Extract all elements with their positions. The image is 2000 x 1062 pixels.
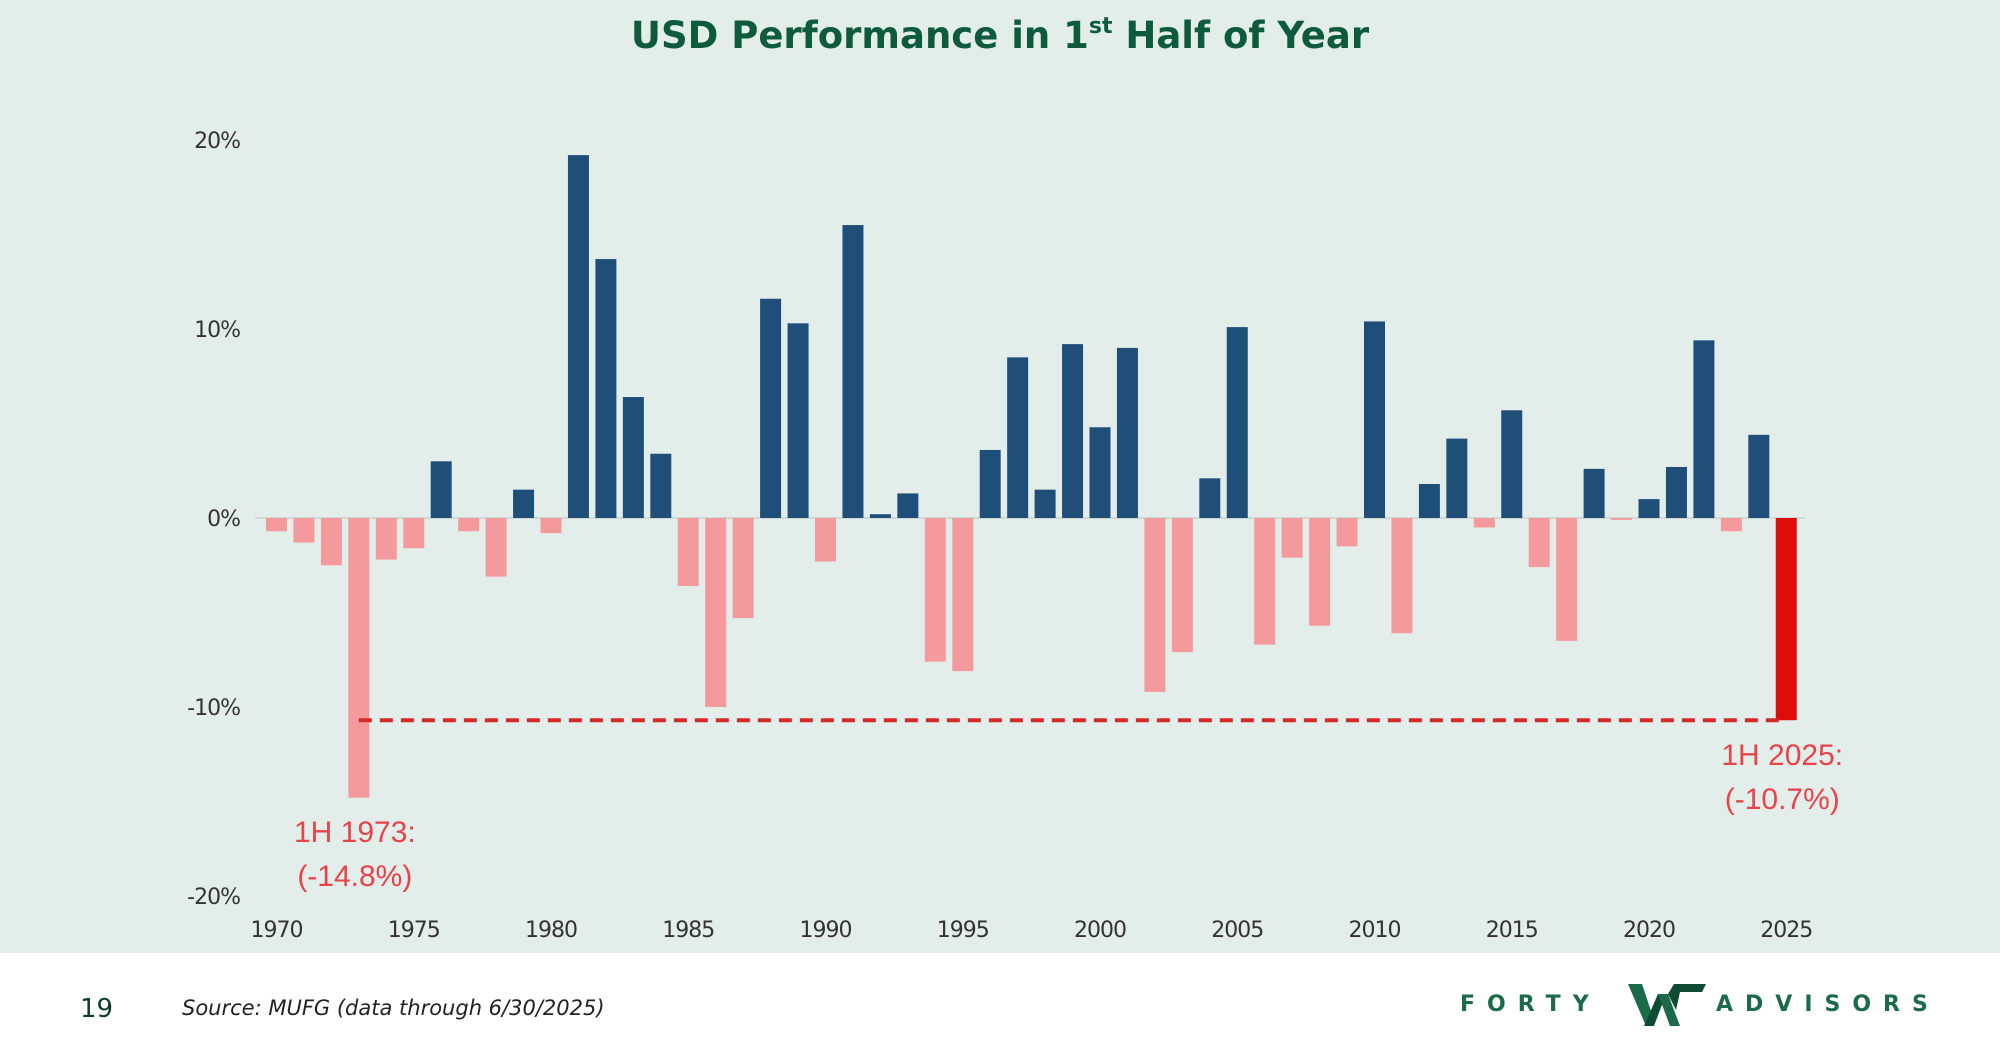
- bar-2014: [1473, 518, 1495, 528]
- bar-1987: [732, 518, 754, 619]
- x-tick-label: 1985: [662, 918, 714, 943]
- y-tick-label: 10%: [194, 318, 240, 343]
- x-tick-label: 1980: [525, 918, 577, 943]
- bar-1976: [430, 461, 452, 518]
- bar-2024: [1748, 434, 1770, 518]
- bar-2011: [1391, 518, 1413, 634]
- chart-title: USD Performance in 1st Half of Year: [0, 14, 2000, 57]
- bar-1980: [540, 518, 562, 534]
- bar-1999: [1062, 344, 1084, 518]
- bar-1995: [952, 518, 974, 672]
- bar-2023: [1720, 518, 1742, 532]
- bar-1971: [293, 518, 315, 543]
- bar-1996: [979, 449, 1001, 518]
- bar-chart: 20% 10% 0% -10% -20% 1970 1975 1980 1985 1990 1995…: [187, 129, 1843, 943]
- bar-1998: [1034, 489, 1056, 518]
- x-tick-label: 1995: [937, 918, 989, 943]
- annotation-2025-value: (-10.7%): [1725, 783, 1840, 816]
- bar-2012: [1418, 483, 1440, 518]
- annotation-2025-label: 1H 2025:: [1721, 739, 1843, 772]
- bar-2001: [1116, 347, 1138, 518]
- logo-word-advisors: ADVISORS: [1716, 992, 1940, 1017]
- bar-1985: [677, 518, 699, 587]
- x-tick-label: 2005: [1211, 918, 1263, 943]
- title-superscript: st: [1088, 14, 1113, 39]
- bar-1988: [760, 298, 782, 518]
- bar-1983: [622, 397, 644, 518]
- bar-2019: [1611, 518, 1633, 520]
- y-tick-label: -10%: [187, 696, 240, 721]
- bar-1981: [567, 155, 589, 518]
- bar-2013: [1446, 438, 1468, 518]
- bar-1991: [842, 225, 864, 519]
- bar-1979: [513, 489, 535, 518]
- bar-2016: [1528, 518, 1550, 568]
- bar-2017: [1556, 518, 1578, 641]
- bar-1977: [458, 518, 480, 532]
- bar-1975: [403, 518, 425, 549]
- x-tick-label: 2000: [1074, 918, 1126, 943]
- bar-1992: [869, 514, 891, 518]
- bar-2004: [1199, 478, 1221, 518]
- x-tick-label: 2010: [1349, 918, 1401, 943]
- logo-w-mark-icon: [1628, 984, 1706, 1026]
- bar-2020: [1638, 499, 1660, 518]
- annotation-1973-label: 1H 1973:: [294, 816, 416, 849]
- x-tick-label: 1990: [800, 918, 852, 943]
- bar-1984: [650, 453, 672, 518]
- x-tick-label: 1975: [388, 918, 440, 943]
- bar-1997: [1007, 357, 1029, 518]
- bar-1972: [320, 518, 342, 566]
- bar-1974: [375, 518, 397, 560]
- bar-1994: [924, 518, 946, 662]
- bar-1982: [595, 259, 617, 518]
- bar-1973: [348, 518, 370, 798]
- bar-1986: [705, 518, 727, 707]
- bar-2003: [1171, 518, 1193, 653]
- bar-1970: [266, 518, 287, 532]
- title-rest: Half of Year: [1112, 14, 1370, 57]
- source-note: Source: MUFG (data through 6/30/2025): [182, 996, 605, 1020]
- x-tick-label: 2020: [1623, 918, 1675, 943]
- bar-2008: [1309, 518, 1331, 626]
- y-tick-label: 0%: [207, 507, 240, 532]
- x-tick-label: 2015: [1486, 918, 1538, 943]
- bar-2018: [1583, 468, 1605, 518]
- bar-2000: [1089, 427, 1111, 518]
- bar-1989: [787, 323, 809, 518]
- bar-2009: [1336, 518, 1358, 547]
- bar-2002: [1144, 518, 1166, 692]
- bar-1978: [485, 518, 507, 577]
- bar-2006: [1254, 518, 1276, 645]
- bar-1993: [897, 493, 919, 518]
- page-number: 19: [80, 994, 114, 1024]
- y-tick-label: 20%: [194, 129, 240, 154]
- x-tick-label: 1970: [251, 918, 303, 943]
- bar-1990: [815, 518, 836, 562]
- x-tick-label: 2025: [1760, 918, 1812, 943]
- bar-2007: [1281, 518, 1303, 558]
- annotation-1973-value: (-14.8%): [297, 860, 412, 893]
- y-tick-label: -20%: [187, 885, 240, 910]
- bar-2021: [1665, 466, 1687, 518]
- forty-advisors-logo: FORTY ADVISORS: [1460, 980, 1970, 1030]
- bar-2005: [1226, 327, 1248, 518]
- bar-2015: [1501, 410, 1523, 518]
- bar-2010: [1364, 321, 1385, 518]
- logo-word-forty: FORTY: [1460, 992, 1601, 1017]
- title-main: USD Performance in 1: [630, 14, 1089, 57]
- bar-2022: [1693, 340, 1715, 518]
- bar-2025: [1775, 518, 1797, 721]
